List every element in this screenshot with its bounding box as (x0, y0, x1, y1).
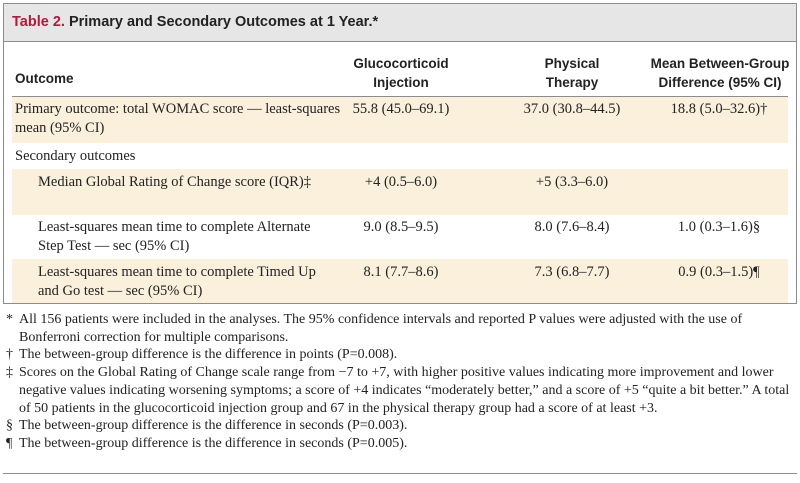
footnote: § The between-group difference is the dif… (6, 417, 796, 435)
row-outcome: Primary outcome: total WOMAC score — lea… (15, 101, 341, 136)
row-outcome: Least-squares mean time to complete Alte… (38, 219, 311, 254)
header-physical-line2: Therapy (545, 75, 599, 90)
footnote: ‡ Scores on the Global Rating of Change s… (6, 364, 796, 417)
header-glucocorticoid: Glucocorticoid Injection (308, 54, 494, 92)
header-difference-line1: Mean Between-Group (650, 56, 790, 71)
footnote-text: The between-group difference is the diff… (19, 435, 408, 451)
footnote-text: The between-group difference is the diff… (19, 418, 408, 434)
header-physical-line1: Physical (544, 56, 600, 71)
header-glucocorticoid-line2: Injection (373, 75, 429, 90)
table-title-text: Primary and Secondary Outcomes at 1 Year… (68, 14, 379, 30)
table-frame: Table 2. Primary and Secondary Outcomes … (3, 3, 797, 304)
header-difference: Mean Between-Group Difference (95% CI) (645, 54, 795, 92)
table-row: Secondary outcomes (12, 143, 788, 169)
footnote-mark: ¶ (6, 435, 13, 451)
table-number: Table 2. (12, 14, 65, 30)
header-difference-line2: Difference (95% CI) (658, 75, 782, 90)
footnote-text: The between-group difference is the diff… (19, 347, 398, 363)
header-glucocorticoid-line1: Glucocorticoid (353, 56, 449, 71)
footnote-mark: ‡ (6, 365, 13, 381)
footnote-mark: § (6, 418, 13, 434)
footnote: * All 156 patients were included in the a… (6, 311, 796, 346)
row-difference: 1.0 (0.3–1.6)§ (677, 219, 761, 235)
row-glucocorticoid: 9.0 (8.5–9.5) (363, 219, 439, 235)
footnote-mark: † (6, 347, 13, 363)
table-row: Median Global Rating of Change score (IQ… (12, 169, 788, 215)
row-glucocorticoid: 8.1 (7.7–8.6) (363, 264, 439, 280)
row-outcome: Least-squares mean time to complete Time… (38, 264, 316, 299)
row-glucocorticoid: +4 (0.5–6.0) (364, 174, 438, 190)
footnote: † The between-group difference is the dif… (6, 346, 796, 364)
footnote-mark: * (6, 312, 13, 327)
footnote-text: Scores on the Global Rating of Change sc… (19, 365, 790, 416)
table-row: Primary outcome: total WOMAC score — lea… (12, 97, 788, 143)
table-row: Least-squares mean time to complete Time… (12, 259, 788, 303)
table-title-bar: Table 2. Primary and Secondary Outcomes … (4, 4, 796, 42)
row-physical-therapy: 8.0 (7.6–8.4) (534, 219, 610, 235)
row-outcome: Secondary outcomes (15, 148, 136, 164)
footnote: ¶ The between-group difference is the dif… (6, 435, 796, 453)
header-outcome: Outcome (15, 71, 74, 86)
header-physical-therapy: Physical Therapy (496, 54, 648, 92)
footnotes: * All 156 patients were included in the a… (6, 311, 796, 453)
row-physical-therapy: 7.3 (6.8–7.7) (534, 264, 610, 280)
header-rule (12, 96, 788, 97)
row-outcome: Median Global Rating of Change score (IQ… (38, 174, 312, 190)
row-physical-therapy: 37.0 (30.8–44.5) (523, 101, 621, 117)
row-glucocorticoid: 55.8 (45.0–69.1) (352, 101, 450, 117)
footnote-text: All 156 patients were included in the an… (19, 312, 743, 345)
table-row: Least-squares mean time to complete Alte… (12, 215, 788, 259)
bottom-rule (3, 473, 797, 474)
row-physical-therapy: +5 (3.3–6.0) (535, 174, 609, 190)
row-difference: 18.8 (5.0–32.6)† (670, 101, 768, 117)
row-difference: 0.9 (0.3–1.5)¶ (678, 264, 760, 280)
table-title: Table 2. Primary and Secondary Outcomes … (12, 14, 378, 30)
